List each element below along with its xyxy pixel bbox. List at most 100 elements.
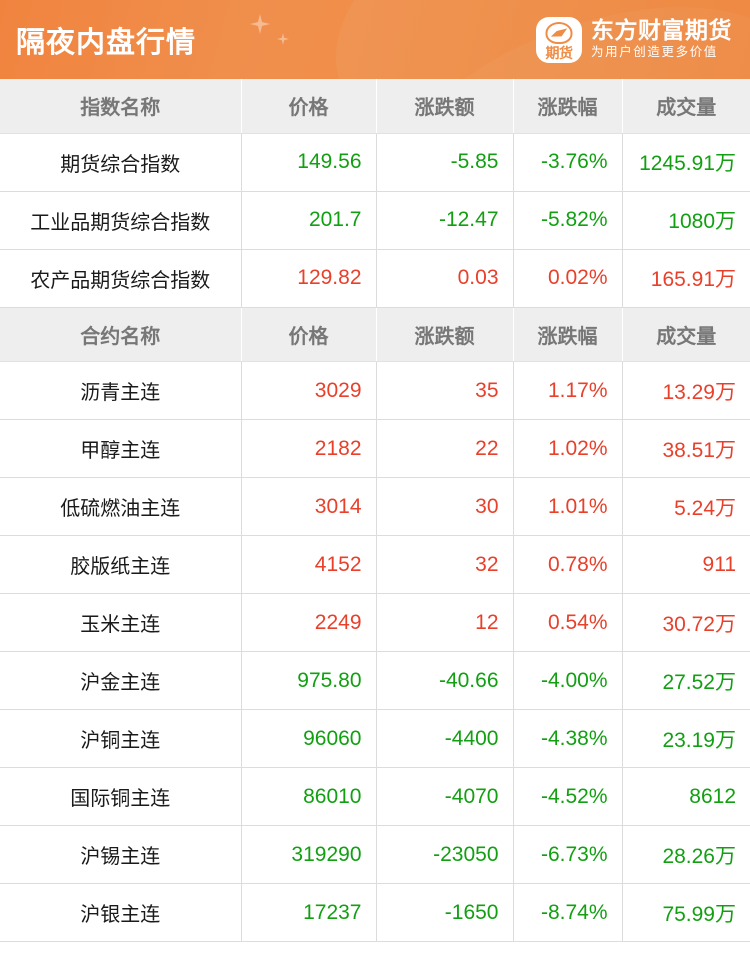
footer: 截止时间：12-30 02:30 (0, 942, 750, 961)
brand-logo: 期货 东方财富期货 为用户创造更多价值 (536, 0, 732, 79)
cell-name: 国际铜主连 (0, 767, 242, 826)
column-header-5: 成交量 (622, 307, 750, 362)
cell-price: 86010 (241, 767, 377, 826)
badge-label: 期货 (545, 44, 574, 61)
cell-percent: 0.54% (513, 593, 623, 652)
sparkle-small-icon (277, 33, 289, 45)
cell-change: -4400 (376, 709, 514, 768)
cell-percent: 0.78% (513, 535, 623, 594)
column-header-4: 涨跌幅 (513, 79, 623, 134)
cell-price: 975.80 (241, 651, 377, 710)
cell-price: 4152 (241, 535, 377, 594)
cell-price: 2182 (241, 419, 377, 478)
contract-row[interactable]: 胶版纸主连 4152 32 0.78% 911 (0, 535, 750, 594)
cell-price: 3029 (241, 361, 377, 420)
cell-price: 2249 (241, 593, 377, 652)
column-header-2: 价格 (241, 307, 377, 362)
cell-percent: 1.02% (513, 419, 623, 478)
cell-name: 沥青主连 (0, 361, 242, 420)
contract-row[interactable]: 玉米主连 2249 12 0.54% 30.72万 (0, 593, 750, 652)
column-header-3: 涨跌额 (376, 79, 514, 134)
index-row[interactable]: 期货综合指数 149.56 -5.85 -3.76% 1245.91万 (0, 133, 750, 192)
cell-change: -1650 (376, 883, 514, 942)
cell-volume: 911 (622, 535, 750, 594)
cell-name: 甲醇主连 (0, 419, 242, 478)
brand-badge-icon: 期货 (536, 16, 582, 63)
index-row[interactable]: 农产品期货综合指数 129.82 0.03 0.02% 165.91万 (0, 249, 750, 308)
column-header-4: 涨跌幅 (513, 307, 623, 362)
cell-change: -23050 (376, 825, 514, 884)
cell-price: 149.56 (241, 133, 377, 192)
cell-volume: 27.52万 (622, 651, 750, 710)
sparkle-icon (250, 14, 270, 34)
contract-row[interactable]: 沪铜主连 96060 -4400 -4.38% 23.19万 (0, 709, 750, 768)
brand-slogan: 为用户创造更多价值 (591, 45, 718, 60)
cell-percent: 1.01% (513, 477, 623, 536)
cell-volume: 5.24万 (622, 477, 750, 536)
cell-change: 0.03 (376, 249, 514, 308)
index-quote-table: 指数名称 价格 涨跌额 涨跌幅 成交量 期货综合指数 149.56 -5.85 -3.76% 12… (0, 79, 750, 308)
brand-text-block: 东方财富期货 为用户创造更多价值 (591, 16, 732, 62)
cell-price: 17237 (241, 883, 377, 942)
page-title: 隔夜内盘行情 (16, 26, 197, 59)
cell-percent: -4.38% (513, 709, 623, 768)
cell-change: 35 (376, 361, 514, 420)
column-header-5: 成交量 (622, 79, 750, 134)
cell-change: 22 (376, 419, 514, 478)
column-header-1: 指数名称 (0, 79, 242, 134)
cell-name: 低硫燃油主连 (0, 477, 242, 536)
contract-table-header: 合约名称 价格 涨跌额 涨跌幅 成交量 (0, 307, 750, 362)
contract-row[interactable]: 国际铜主连 86010 -4070 -4.52% 8612 (0, 767, 750, 826)
column-header-3: 涨跌额 (376, 307, 514, 362)
column-header-2: 价格 (241, 79, 377, 134)
cell-change: -12.47 (376, 191, 514, 250)
cell-name: 沪银主连 (0, 883, 242, 942)
contract-row[interactable]: 甲醇主连 2182 22 1.02% 38.51万 (0, 419, 750, 478)
cell-name: 农产品期货综合指数 (0, 249, 242, 308)
cell-volume: 8612 (622, 767, 750, 826)
cell-change: -5.85 (376, 133, 514, 192)
quote-sheet: 指数名称 价格 涨跌额 涨跌幅 成交量 期货综合指数 149.56 -5.85 -3.76% 12… (0, 79, 750, 942)
cell-percent: -3.76% (513, 133, 623, 192)
cell-change: -40.66 (376, 651, 514, 710)
index-table-header: 指数名称 价格 涨跌额 涨跌幅 成交量 (0, 79, 750, 134)
cell-name: 玉米主连 (0, 593, 242, 652)
contract-row[interactable]: 沥青主连 3029 35 1.17% 13.29万 (0, 361, 750, 420)
cell-name: 期货综合指数 (0, 133, 242, 192)
cell-volume: 38.51万 (622, 419, 750, 478)
cell-volume: 1080万 (622, 191, 750, 250)
cell-name: 工业品期货综合指数 (0, 191, 242, 250)
index-row[interactable]: 工业品期货综合指数 201.7 -12.47 -5.82% 1080万 (0, 191, 750, 250)
cell-price: 201.7 (241, 191, 377, 250)
cell-percent: -4.52% (513, 767, 623, 826)
contract-row[interactable]: 沪银主连 17237 -1650 -8.74% 75.99万 (0, 883, 750, 942)
cell-name: 沪铜主连 (0, 709, 242, 768)
cell-volume: 75.99万 (622, 883, 750, 942)
cell-percent: 1.17% (513, 361, 623, 420)
brand-name: 东方财富期货 (591, 16, 732, 43)
cell-percent: -4.00% (513, 651, 623, 710)
column-header-1: 合约名称 (0, 307, 242, 362)
cell-volume: 23.19万 (622, 709, 750, 768)
cell-change: 30 (376, 477, 514, 536)
cell-volume: 165.91万 (622, 249, 750, 308)
cell-change: 12 (376, 593, 514, 652)
cell-name: 沪金主连 (0, 651, 242, 710)
page-header: 隔夜内盘行情 期货 东方财富期货 为用户创造更多价值 (0, 0, 750, 79)
contract-quote-table: 合约名称 价格 涨跌额 涨跌幅 成交量 沥青主连 3029 35 1.17% 13.29万 甲醇主连… (0, 307, 750, 942)
cell-percent: -5.82% (513, 191, 623, 250)
cell-price: 96060 (241, 709, 377, 768)
contract-row[interactable]: 低硫燃油主连 3014 30 1.01% 5.24万 (0, 477, 750, 536)
contract-row[interactable]: 沪锡主连 319290 -23050 -6.73% 28.26万 (0, 825, 750, 884)
cell-price: 3014 (241, 477, 377, 536)
contract-row[interactable]: 沪金主连 975.80 -40.66 -4.00% 27.52万 (0, 651, 750, 710)
cell-change: 32 (376, 535, 514, 594)
cell-percent: -8.74% (513, 883, 623, 942)
cell-name: 胶版纸主连 (0, 535, 242, 594)
cell-volume: 28.26万 (622, 825, 750, 884)
badge-ring-shape (545, 21, 573, 44)
cell-volume: 30.72万 (622, 593, 750, 652)
cell-price: 319290 (241, 825, 377, 884)
cell-percent: 0.02% (513, 249, 623, 308)
cell-change: -4070 (376, 767, 514, 826)
